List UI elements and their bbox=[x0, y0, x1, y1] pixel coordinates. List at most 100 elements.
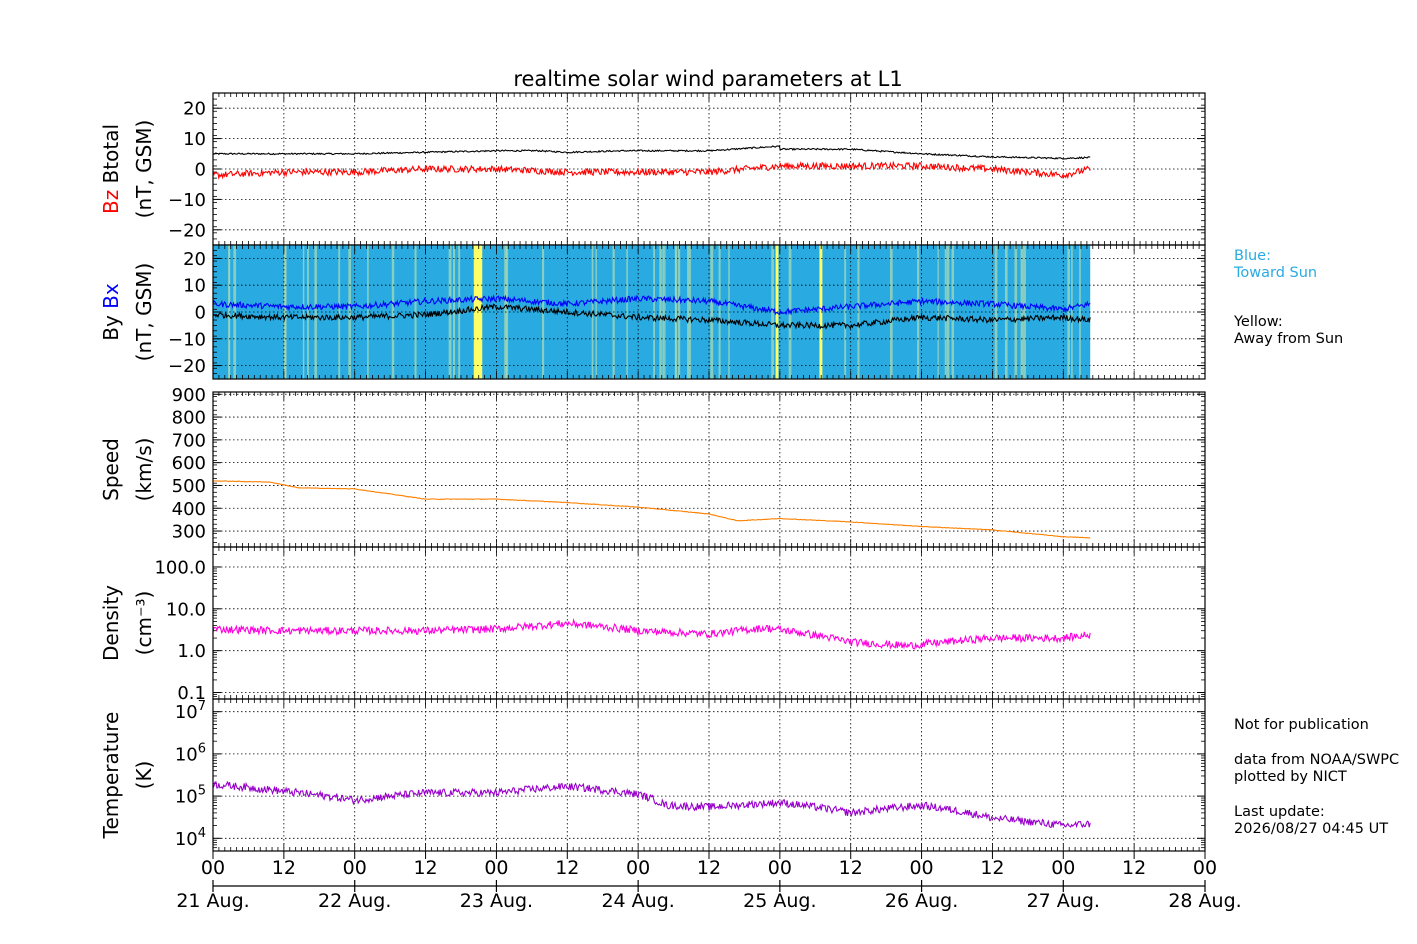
mixed-polarity-stripe bbox=[1023, 245, 1026, 379]
mixed-polarity-stripe bbox=[1067, 245, 1070, 379]
y-axis-label: By Bx bbox=[99, 283, 123, 341]
x-tick-label: 12 bbox=[1122, 857, 1146, 879]
y-tick-label: 0 bbox=[195, 303, 206, 324]
panel-frame bbox=[212, 244, 1206, 380]
y-axis-label: Bz Btotal bbox=[99, 124, 123, 214]
series-btotal-line bbox=[213, 145, 1091, 160]
x-tick-label: 00 bbox=[1051, 857, 1075, 879]
x-tick-label: 12 bbox=[839, 857, 863, 879]
mixed-polarity-stripe bbox=[946, 245, 950, 379]
source-note: data from NOAA/SWPC plotted by NICT bbox=[1234, 752, 1400, 785]
y-tick-label: 400 bbox=[172, 499, 206, 520]
day-label: 22 Aug. bbox=[318, 890, 391, 912]
y-axis-unit-label: (nT, GSM) bbox=[132, 120, 156, 219]
y-tick-label: −10 bbox=[168, 190, 206, 211]
mixed-polarity-stripe bbox=[889, 245, 893, 379]
mixed-polarity-stripe bbox=[662, 245, 665, 379]
mixed-polarity-stripe bbox=[1079, 245, 1081, 379]
mixed-polarity-stripe bbox=[338, 245, 341, 379]
y-tick-label: 10.0 bbox=[166, 599, 206, 620]
mixed-polarity-stripe bbox=[994, 245, 998, 379]
series-speed-line bbox=[213, 480, 1091, 539]
y-axis-unit-label: (km/s) bbox=[132, 438, 156, 502]
day-label: 21 Aug. bbox=[176, 890, 249, 912]
x-tick-label: 00 bbox=[909, 857, 933, 879]
panel-bfield: 20 10 0 −10 −20 Bz Btotal (nT, GSM) bbox=[99, 92, 1206, 246]
day-label: 26 Aug. bbox=[885, 890, 958, 912]
mixed-polarity-stripe bbox=[367, 245, 369, 379]
x-axis: 00 12 00 12 00 12 00 12 00 12 00 12 00 12 00 21 Aug. 22 … bbox=[176, 851, 1242, 912]
y-tick-label: 20 bbox=[183, 249, 206, 270]
mixed-polarity-stripe bbox=[687, 245, 690, 379]
y-axis-unit-label: (cm⁻³) bbox=[132, 591, 156, 656]
y-tick-label: 600 bbox=[172, 453, 206, 474]
mixed-polarity-stripe bbox=[1071, 245, 1073, 379]
series-temperature-line bbox=[213, 780, 1091, 829]
y-tick-label: 100.0 bbox=[154, 557, 206, 578]
y-tick-label: −10 bbox=[168, 329, 206, 350]
mixed-polarity-stripe bbox=[314, 245, 317, 379]
mixed-polarity-stripe bbox=[677, 245, 681, 379]
x-tick-label: 00 bbox=[343, 857, 367, 879]
toward-sun-background bbox=[213, 245, 1091, 379]
day-label: 28 Aug. bbox=[1168, 890, 1241, 912]
mixed-polarity-stripe bbox=[771, 245, 774, 379]
chart-title: realtime solar wind parameters at L1 bbox=[513, 67, 902, 91]
y-axis-unit-label: (K) bbox=[132, 761, 156, 790]
y-tick-label: 104 bbox=[175, 826, 206, 850]
y-tick-label: −20 bbox=[168, 220, 206, 241]
day-label: 24 Aug. bbox=[601, 890, 674, 912]
y-tick-label: 10 bbox=[183, 129, 206, 150]
y-tick-label: 105 bbox=[175, 784, 206, 808]
series-by-line bbox=[213, 302, 1091, 330]
y-tick-label: 300 bbox=[172, 522, 206, 543]
mixed-polarity-stripe bbox=[1014, 245, 1018, 379]
mixed-polarity-stripe bbox=[233, 245, 237, 379]
series-bx-line bbox=[213, 294, 1091, 316]
y-tick-label: 500 bbox=[172, 476, 206, 497]
y-axis-unit-label: (nT, GSM) bbox=[132, 263, 156, 362]
y-axis-label: Temperature bbox=[99, 712, 123, 840]
mixed-polarity-stripe bbox=[307, 245, 309, 379]
x-tick-label: 12 bbox=[272, 857, 296, 879]
mixed-polarity-stripe bbox=[302, 245, 305, 379]
y-tick-label: 1.0 bbox=[177, 641, 206, 662]
panel-temperature: 107 106 105 104 Temperature (K) bbox=[99, 698, 1206, 852]
x-tick-label: 00 bbox=[626, 857, 650, 879]
mixed-polarity-stripe bbox=[664, 245, 666, 379]
x-tick-label: 00 bbox=[1193, 857, 1217, 879]
y-tick-label: 800 bbox=[172, 408, 206, 429]
blue-legend-text: Blue: Toward Sun bbox=[1234, 248, 1318, 281]
mixed-polarity-stripe bbox=[674, 245, 678, 379]
x-tick-label: 00 bbox=[201, 857, 225, 879]
mixed-polarity-stripe bbox=[414, 245, 417, 379]
day-label: 25 Aug. bbox=[743, 890, 816, 912]
panel-density: 100.0 10.0 1.0 0.1 Density (cm⁻³) bbox=[99, 546, 1206, 704]
series-density-line bbox=[213, 617, 1091, 650]
y-axis-label: Density bbox=[99, 585, 123, 661]
day-label: 27 Aug. bbox=[1027, 890, 1100, 912]
mixed-polarity-stripe bbox=[505, 245, 509, 379]
y-tick-label: −20 bbox=[168, 356, 206, 377]
yellow-legend-text: Yellow: Away from Sun bbox=[1234, 314, 1344, 347]
y-tick-label: 0.1 bbox=[177, 683, 206, 704]
y-tick-label: 107 bbox=[175, 699, 206, 723]
x-tick-label: 12 bbox=[413, 857, 437, 879]
x-tick-label: 00 bbox=[484, 857, 508, 879]
away-from-sun-band bbox=[819, 245, 823, 379]
series-bz-line bbox=[213, 160, 1091, 180]
mixed-polarity-stripe bbox=[659, 245, 662, 379]
panel-bxby: 20 10 0 −10 −20 By Bx (nT, GSM) bbox=[99, 244, 1206, 380]
y-tick-label: 20 bbox=[183, 99, 206, 120]
mixed-polarity-stripe bbox=[951, 245, 955, 379]
mixed-polarity-stripe bbox=[626, 245, 628, 379]
y-tick-label: 106 bbox=[175, 741, 206, 765]
x-tick-label: 12 bbox=[980, 857, 1004, 879]
last-update-note: Last update: 2026/08/27 04:45 UT bbox=[1234, 804, 1389, 837]
y-tick-label: 900 bbox=[172, 385, 206, 406]
y-tick-label: 10 bbox=[183, 276, 206, 297]
y-tick-label: 0 bbox=[195, 160, 206, 181]
y-tick-label: 700 bbox=[172, 430, 206, 451]
